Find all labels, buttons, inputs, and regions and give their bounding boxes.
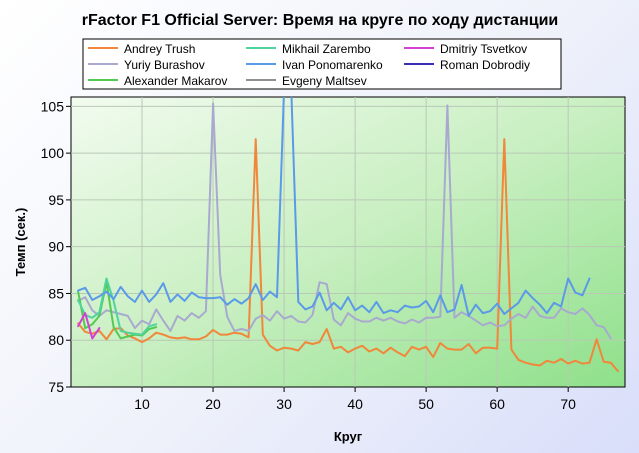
legend-entry-label: Dmitriy Tsvetkov: [440, 42, 527, 56]
legend-entry-label: Evgeny Maltsev: [282, 74, 367, 88]
x-tick-label: 20: [205, 396, 221, 412]
y-tick-label: 100: [41, 145, 65, 161]
y-tick-label: 95: [48, 192, 64, 208]
y-axis-label: Темп (сек.): [13, 208, 28, 277]
legend: Andrey Trush Mikhail Zarembo Dmitriy Tsvet…: [82, 38, 562, 90]
y-tick-label: 90: [48, 239, 64, 255]
x-tick-label: 10: [134, 396, 150, 412]
x-tick-label: 50: [418, 396, 434, 412]
x-tick-label: 30: [276, 396, 292, 412]
axes: 75 80 85 90 95 100 105 10 20 30 40 50 60 70: [41, 98, 577, 412]
y-tick-label: 80: [48, 332, 64, 348]
legend-entry-label: Ivan Ponomarenko: [282, 58, 383, 72]
legend-box: [82, 38, 562, 90]
chart-title: rFactor F1 Official Server: Время на кру…: [82, 12, 559, 29]
y-tick-label: 85: [48, 285, 64, 301]
series-line-3: [77, 277, 158, 336]
series-line-4: [77, 97, 591, 317]
series-line-6: [77, 312, 101, 340]
grid: [71, 97, 625, 387]
legend-entry-label: Mikhail Zarembo: [282, 42, 371, 56]
legend-entry-label: Roman Dobrodiy: [440, 58, 530, 72]
plot-area: [70, 96, 626, 388]
series-line-1: [77, 102, 612, 340]
series-layer: [77, 97, 619, 373]
x-tick-label: 60: [489, 396, 505, 412]
x-tick-label: 40: [347, 396, 363, 412]
series-line-0: [77, 138, 619, 373]
legend-entry-label: Andrey Trush: [124, 42, 195, 56]
x-axis-label: Круг: [334, 429, 363, 444]
x-tick-label: 70: [560, 396, 576, 412]
legend-entry-label: Yuriy Burashov: [124, 58, 205, 72]
legend-entry-label: Alexander Makarov: [124, 74, 227, 88]
y-tick-label: 75: [48, 379, 64, 395]
y-tick-label: 105: [41, 98, 65, 114]
